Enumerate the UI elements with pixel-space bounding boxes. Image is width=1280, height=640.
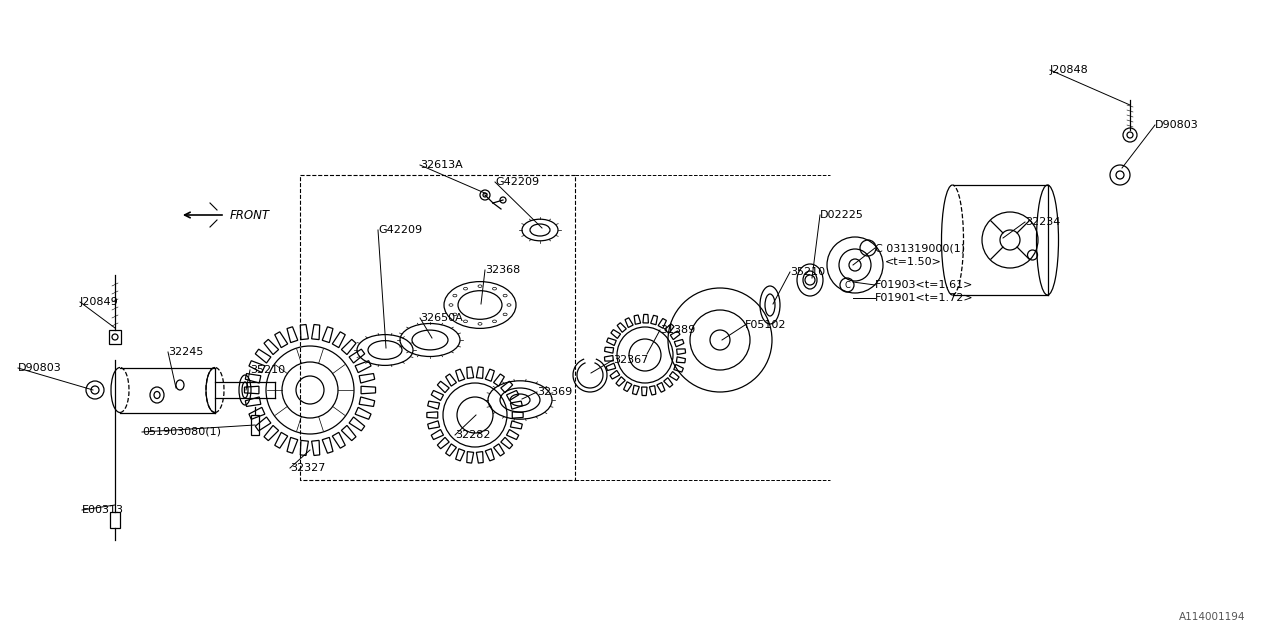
Text: D02225: D02225 <box>820 210 864 220</box>
Text: E00313: E00313 <box>82 505 124 515</box>
Text: J20848: J20848 <box>1050 65 1089 75</box>
Text: 32369: 32369 <box>538 387 572 397</box>
Text: 32282: 32282 <box>454 430 490 440</box>
Text: D90803: D90803 <box>1155 120 1199 130</box>
Text: C 031319000(1): C 031319000(1) <box>876 243 965 253</box>
Text: 051903080(1): 051903080(1) <box>142 427 221 437</box>
Text: G42209: G42209 <box>495 177 539 187</box>
Text: 32368: 32368 <box>485 265 520 275</box>
Text: A114001194: A114001194 <box>1179 612 1245 622</box>
Text: D90803: D90803 <box>18 363 61 373</box>
Text: 32245: 32245 <box>168 347 204 357</box>
Text: J20849: J20849 <box>81 297 119 307</box>
Text: F01903<t=1.61>: F01903<t=1.61> <box>876 280 973 290</box>
Text: 32234: 32234 <box>1025 217 1060 227</box>
Text: 35210: 35210 <box>250 365 285 375</box>
Text: C: C <box>844 280 850 289</box>
Text: G42209: G42209 <box>378 225 422 235</box>
Text: <t=1.50>: <t=1.50> <box>884 257 942 267</box>
Text: 32613A: 32613A <box>420 160 463 170</box>
Text: 32650A: 32650A <box>420 313 463 323</box>
Text: FRONT: FRONT <box>230 209 270 221</box>
Text: F01901<t=1.72>: F01901<t=1.72> <box>876 293 974 303</box>
Text: F05102: F05102 <box>745 320 786 330</box>
Text: 35210: 35210 <box>790 267 826 277</box>
Text: 32327: 32327 <box>291 463 325 473</box>
Text: 31389: 31389 <box>660 325 695 335</box>
Text: 32367: 32367 <box>613 355 648 365</box>
